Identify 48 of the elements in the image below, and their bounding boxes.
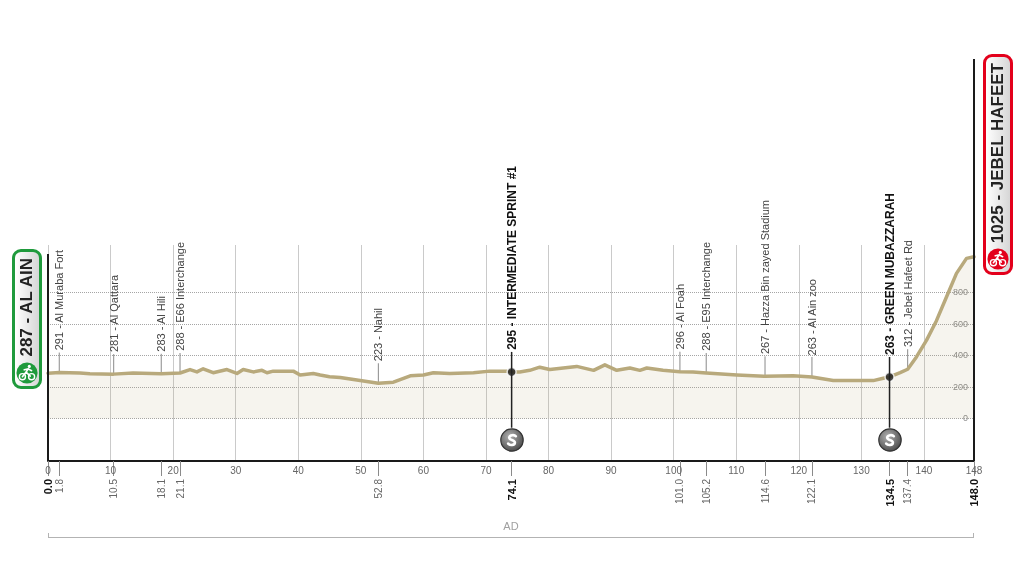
x-tick-label: 40 bbox=[292, 464, 305, 476]
label-box: 1025 - JEBEL HAFEET bbox=[983, 54, 1013, 275]
x-tick-label: 60 bbox=[417, 464, 430, 476]
annotation: 291 - Al Muraba Fort bbox=[52, 250, 67, 351]
x2-tick-label: 0.0 bbox=[42, 479, 54, 495]
annotation: 267 - Hazza Bin zayed Stadium bbox=[758, 200, 772, 355]
x2-tick-label: 134.5 bbox=[883, 479, 896, 507]
annotation: 263 - Al Ain zoo bbox=[804, 278, 819, 355]
x2-tick-label: 1.8 bbox=[53, 478, 65, 493]
y-tick-label: 800 bbox=[952, 287, 968, 298]
x2-tick-label: 21.1 bbox=[174, 478, 186, 499]
x-tick-label: 50 bbox=[355, 464, 367, 476]
x-tick-label: 30 bbox=[230, 464, 242, 476]
annotation: 296 - Al Foah bbox=[672, 284, 687, 350]
label-box: 287 - AL AIN bbox=[12, 249, 42, 390]
annotation: 312 - Jebel Hafeet Rd bbox=[900, 240, 915, 348]
y-tick-label: 400 bbox=[952, 350, 968, 361]
x2-tick-label: 148.0 bbox=[968, 479, 980, 507]
x-tick-label: 70 bbox=[480, 464, 492, 476]
text: AD bbox=[503, 520, 519, 532]
x-tick-label: 20 bbox=[167, 464, 180, 476]
x2-tick-label: 122.1 bbox=[806, 478, 818, 505]
x-tick-label: 120 bbox=[790, 464, 808, 476]
x-tick-label: 140 bbox=[915, 464, 933, 476]
annotation: 263 - GREEN MUBAZZARAH bbox=[882, 192, 897, 355]
x-tick-label: 110 bbox=[728, 464, 745, 476]
x-tick-label: 80 bbox=[542, 464, 555, 476]
annotation: 281 - Al Qattara bbox=[106, 275, 121, 353]
x2-tick-label: 105.2 bbox=[700, 478, 712, 505]
x2-tick-label: 101.0 bbox=[674, 478, 686, 505]
x-tick-label: 130 bbox=[853, 464, 871, 476]
x2-tick-label: 18.1 bbox=[155, 478, 167, 499]
x2-tick-label: 52.8 bbox=[372, 478, 384, 499]
annotation: 1025 - JEBEL HAFEET bbox=[988, 63, 1008, 244]
y-tick-label: 600 bbox=[952, 318, 968, 329]
annotation: 288 - E95 Interchange bbox=[699, 242, 714, 352]
x2-tick-label: 74.1 bbox=[505, 479, 518, 501]
y-tick-label: 200 bbox=[952, 381, 968, 392]
annotation: 223 - Nahil bbox=[371, 308, 386, 362]
annotation: 295 - INTERMEDIATE SPRINT #1 bbox=[504, 166, 519, 350]
x2-tick-label: 137.4 bbox=[902, 478, 914, 505]
x-tick-label: 90 bbox=[605, 464, 618, 476]
annotation: 283 - Al Hili bbox=[154, 296, 169, 352]
y-tick-label: 0 bbox=[962, 413, 968, 424]
annotation: 288 - E66 Interchange bbox=[173, 242, 187, 352]
annotation: 287 - AL AIN bbox=[17, 258, 37, 357]
x2-tick-label: 114.6 bbox=[759, 478, 771, 504]
x2-tick-label: 10.5 bbox=[108, 478, 120, 499]
